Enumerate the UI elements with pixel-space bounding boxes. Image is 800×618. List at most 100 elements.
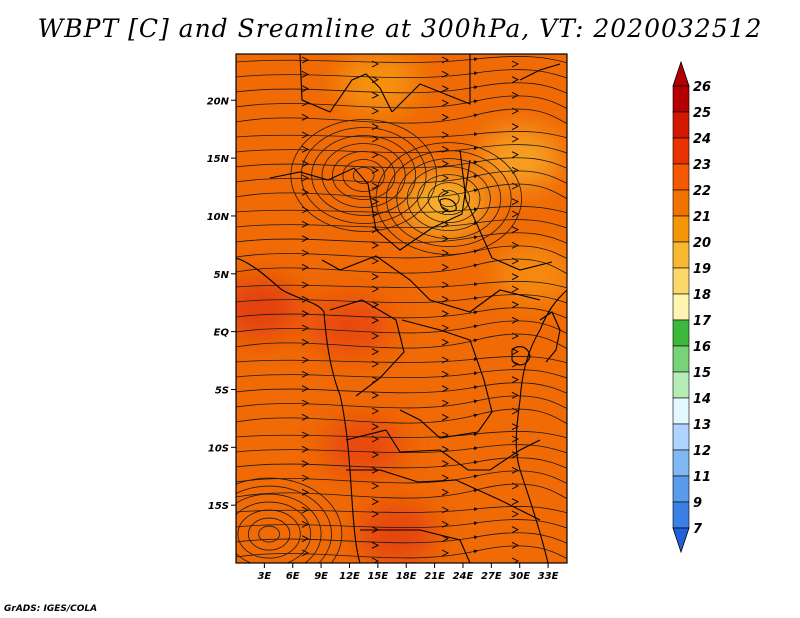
streamline-arrow <box>301 385 310 393</box>
streamline-arrow <box>441 445 450 453</box>
streamline-arrow <box>301 520 310 528</box>
streamline-arrow <box>511 226 520 234</box>
vortex-ring <box>290 119 437 232</box>
streamline-arrow <box>441 295 450 303</box>
wbpt-blob-warm-pool-south2 <box>356 504 437 563</box>
streamline-arrow <box>371 435 380 443</box>
x-tick-label: 27E <box>481 571 502 582</box>
streamline <box>236 219 567 229</box>
streamline-arrow <box>301 220 310 228</box>
streamline-arrow <box>371 360 380 368</box>
coastline-west <box>236 257 361 563</box>
streamline <box>236 56 567 64</box>
lake-chad <box>439 198 457 213</box>
streamline-arrow <box>511 360 520 368</box>
border-south-2 <box>346 469 541 521</box>
streamline-arrow <box>371 332 380 340</box>
vortex-ring <box>385 150 512 248</box>
streamline-arrow <box>441 474 450 482</box>
map-area[interactable] <box>196 53 576 590</box>
streamline-arrow <box>301 413 310 421</box>
border-chad-sudan <box>459 149 553 271</box>
streamline-arrow <box>371 273 380 281</box>
streamline <box>236 519 567 529</box>
colorbar-swatch <box>672 397 690 425</box>
x-tick-label: 9E <box>314 571 328 582</box>
streamline <box>236 69 567 79</box>
streamline <box>236 506 567 514</box>
streamline-arrow <box>441 460 450 468</box>
streamline <box>236 232 567 244</box>
streamline <box>236 444 567 454</box>
streamline-arrow <box>511 498 520 506</box>
streamline-arrow <box>441 506 450 514</box>
streamline-arrow <box>371 482 380 490</box>
streamline <box>236 294 567 304</box>
colorbar-swatch <box>672 319 690 347</box>
streamline-arrow <box>441 281 450 289</box>
streamline <box>236 382 567 394</box>
colorbar-label: 20 <box>693 236 711 251</box>
streamline-arrow <box>301 235 310 243</box>
streamline-arrow <box>441 85 450 93</box>
y-tick-label: 15N <box>207 154 230 165</box>
streamline-arrow <box>441 399 450 407</box>
streamline-arrow <box>301 70 310 78</box>
streamline-arrow <box>511 391 520 399</box>
streamline-arrow <box>301 263 310 271</box>
madagascar-edge <box>539 311 561 363</box>
streamline <box>236 369 567 379</box>
streamline <box>236 320 567 334</box>
streamline-arrow <box>441 113 450 121</box>
colorbar-swatch <box>672 449 690 477</box>
streamline-arrow <box>441 145 450 153</box>
streamline-arrow <box>301 474 310 482</box>
vortex-ring <box>342 159 385 192</box>
colorbar-label: 23 <box>693 158 711 173</box>
colorbar-label: 24 <box>693 132 711 147</box>
streamline-arrow <box>371 498 380 506</box>
streamline-arrow <box>371 123 380 131</box>
streamline-arrow <box>511 510 520 518</box>
streamline-arrow <box>441 263 450 271</box>
streamline-arrow <box>301 281 310 289</box>
vortex-ring <box>406 166 491 232</box>
streamline-arrow <box>511 151 520 159</box>
colorbar-swatch <box>672 423 690 451</box>
streamline-arrow <box>441 160 450 168</box>
colorbar-label: 18 <box>693 288 711 303</box>
vortex-ring <box>236 485 332 563</box>
streamline-arrow <box>511 123 520 131</box>
streamline-arrow <box>511 285 520 293</box>
streamline-arrow <box>511 273 520 281</box>
x-tick-label: 21E <box>424 571 445 582</box>
colorbar-swatch <box>672 85 690 113</box>
border-drc <box>399 319 493 439</box>
streamline <box>236 545 567 559</box>
streamline <box>236 532 567 544</box>
vortex-ring <box>396 158 502 240</box>
streamline-arrow <box>371 60 380 68</box>
streamline-arrow <box>371 510 380 518</box>
streamline-arrow <box>301 399 310 407</box>
streamline-arrow <box>301 356 310 364</box>
vortex-ring <box>300 127 427 224</box>
streamline-arrow <box>301 370 310 378</box>
x-tick-label: 30E <box>509 571 530 582</box>
colorbar-label: 7 <box>693 522 703 537</box>
streamline-arrow <box>511 557 520 563</box>
border-north-1 <box>299 54 393 113</box>
streamline <box>236 131 567 139</box>
streamline <box>236 157 567 169</box>
streamline-arrow <box>441 385 450 393</box>
colorbar-label: 22 <box>693 184 711 199</box>
y-tick-label: 5S <box>215 385 229 396</box>
streamline-arrow <box>511 348 520 356</box>
border-central-2 <box>329 299 405 397</box>
colorbar-swatch <box>672 163 690 191</box>
streamline-arrow <box>441 70 450 78</box>
streamline-arrow <box>441 338 450 346</box>
colorbar-label: 12 <box>693 444 711 459</box>
colorbar-label: 19 <box>693 262 711 277</box>
